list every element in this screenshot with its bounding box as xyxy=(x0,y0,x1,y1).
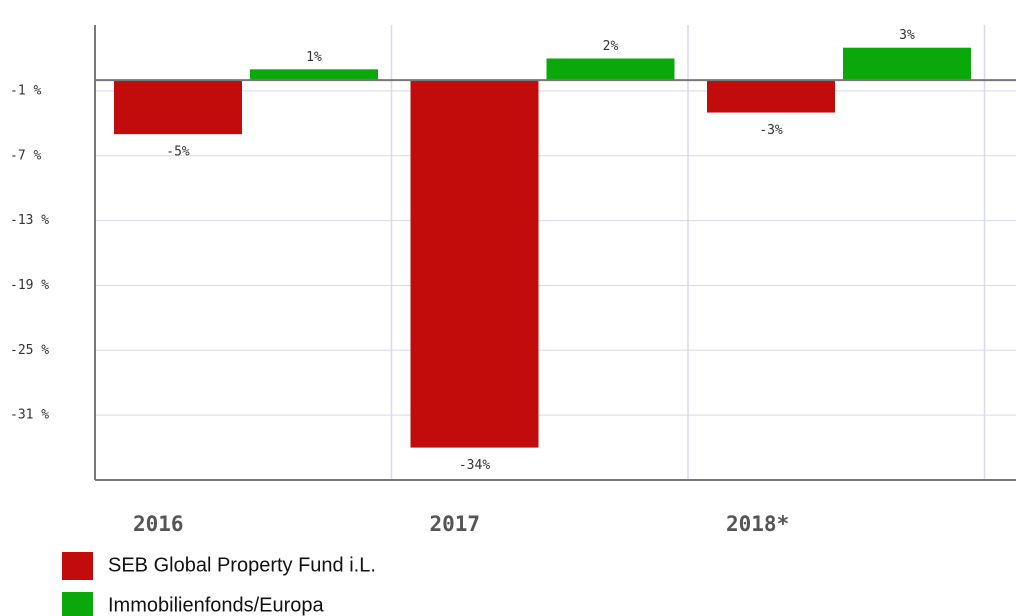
data-label: 2% xyxy=(603,39,619,54)
x-tick-label: 2017 xyxy=(430,512,481,536)
x-tick-label: 2016 xyxy=(133,512,184,536)
bar xyxy=(250,69,378,81)
y-tick-label: -31 % xyxy=(10,408,49,423)
y-tick-label: -13 % xyxy=(10,213,49,228)
data-label: 1% xyxy=(306,50,322,65)
bar xyxy=(843,47,971,81)
x-tick-label: 2018* xyxy=(726,512,789,536)
y-tick-label: -1 % xyxy=(10,83,41,98)
data-label: -3% xyxy=(759,123,783,138)
legend-label: Immobilienfonds/Europa xyxy=(108,594,325,616)
data-label: -34% xyxy=(459,458,490,473)
bar xyxy=(707,80,835,113)
y-tick-label: -7 % xyxy=(10,148,41,163)
bar xyxy=(546,58,675,81)
legend-swatch xyxy=(62,552,93,580)
legend-label: SEB Global Property Fund i.L. xyxy=(108,554,376,576)
bar xyxy=(410,80,539,448)
data-label: -5% xyxy=(166,145,190,160)
data-label: 3% xyxy=(899,28,915,43)
bar xyxy=(114,80,242,135)
y-tick-label: -19 % xyxy=(10,278,49,293)
y-tick-label: -25 % xyxy=(10,343,49,358)
legend-swatch xyxy=(62,592,93,616)
